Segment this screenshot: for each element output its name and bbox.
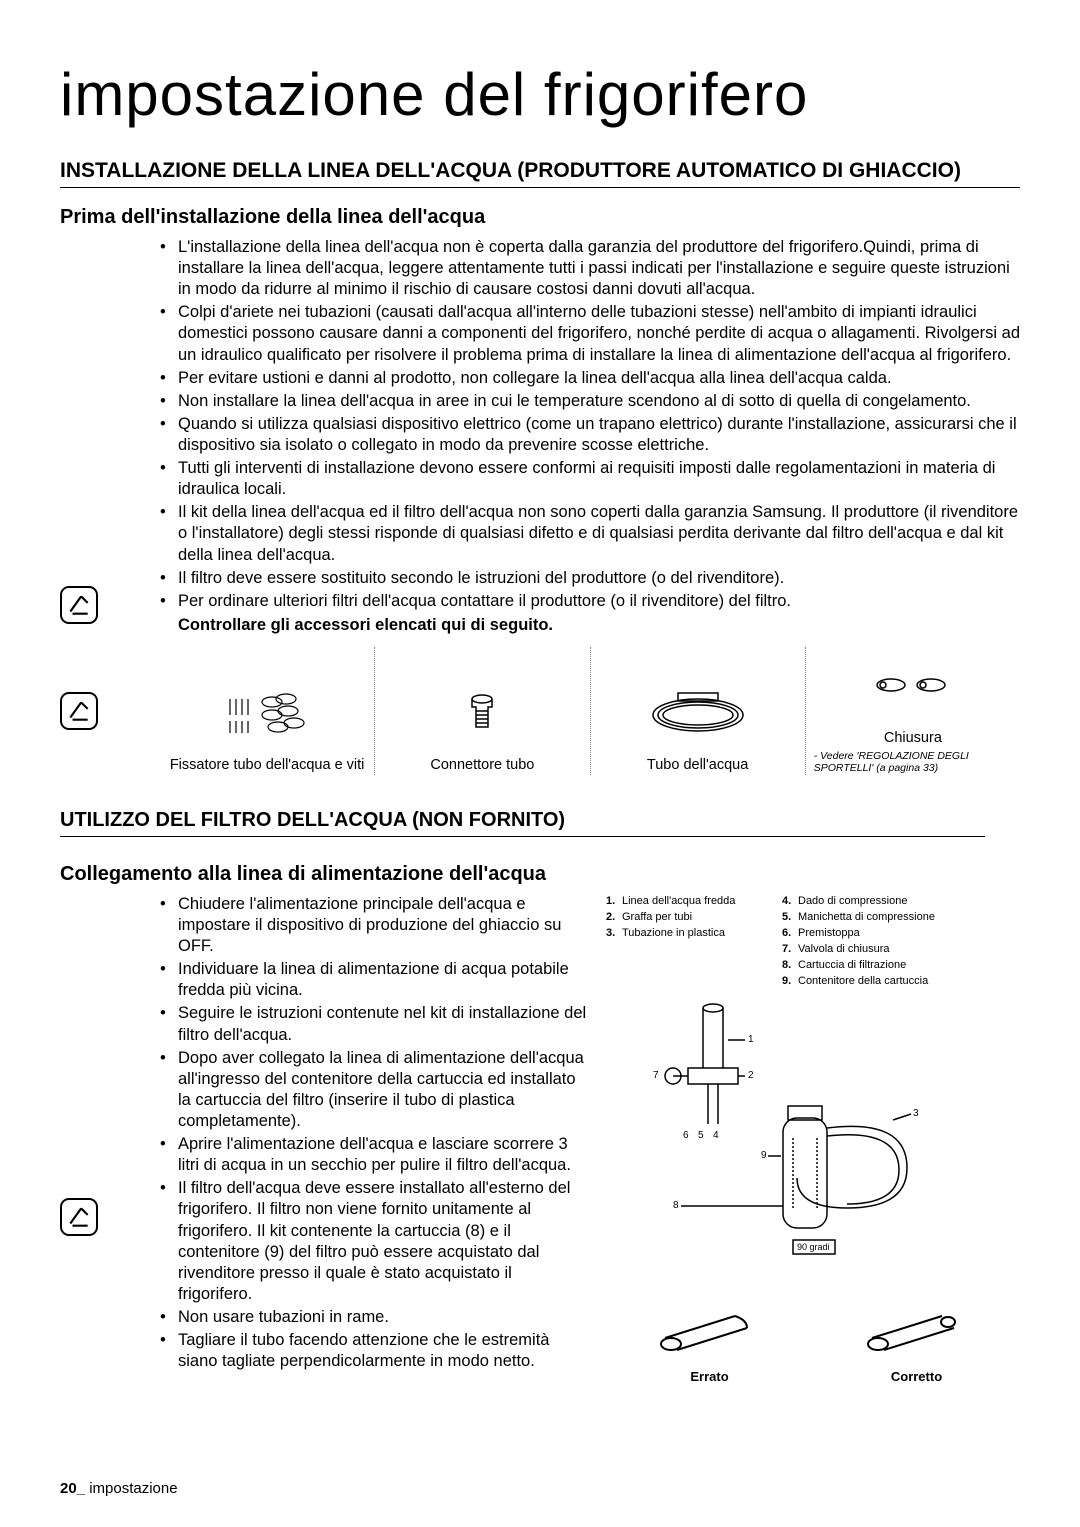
filter-diagram: 1 2 7 3 6 — [606, 998, 1020, 1298]
page-footer: 20_ impostazione — [60, 1480, 178, 1497]
check-accessories: Controllare gli accessori elencati qui d… — [60, 616, 1020, 635]
note-icon — [60, 692, 98, 730]
bullet-item: Non usare tubazioni in rame. — [160, 1307, 590, 1328]
bullet-item: Per evitare ustioni e danni al prodotto,… — [160, 368, 1020, 389]
legend-item: 5.Manichetta di compressione — [782, 910, 972, 926]
bullet-item: Tutti gli interventi di installazione de… — [160, 458, 1020, 500]
svg-text:5: 5 — [698, 1130, 704, 1141]
bullet-item: Seguire le istruzioni contenute nel kit … — [160, 1003, 590, 1045]
page-title: impostazione del frigorifero — [60, 60, 1020, 129]
angle-label: 90 gradi — [797, 1242, 830, 1252]
legend-item: 8.Cartuccia di filtrazione — [782, 958, 972, 974]
section2-sub: Collegamento alla linea di alimentazione… — [60, 863, 1020, 886]
section2-bullets: Chiudere l'alimentazione principale dell… — [60, 894, 590, 1372]
bullet-item: Per ordinare ulteriori filtri dell'acqua… — [160, 591, 1020, 612]
bullet-item: Il filtro dell'acqua deve essere install… — [160, 1178, 590, 1305]
bullet-item: Tagliare il tubo facendo attenzione che … — [160, 1330, 590, 1372]
accessory-note: - Vedere 'REGOLAZIONE DEGLI SPORTELLI' (… — [814, 750, 1012, 775]
svg-text:6: 6 — [683, 1130, 689, 1141]
accessory-label: Chiusura — [884, 729, 942, 748]
section1-heading: INSTALLAZIONE DELLA LINEA DELL'ACQUA (PR… — [60, 159, 1020, 188]
section1-bullets: L'installazione della linea dell'acqua n… — [60, 237, 1020, 612]
accessories-row: Fissatore tubo dell'acqua e viti Connett… — [60, 647, 1020, 775]
bullet-item: Il kit della linea dell'acqua ed il filt… — [160, 502, 1020, 565]
bullet-item: L'installazione della linea dell'acqua n… — [160, 237, 1020, 300]
bullet-item: Aprire l'alimentazione dell'acqua e lasc… — [160, 1134, 590, 1176]
svg-text:4: 4 — [713, 1130, 719, 1141]
svg-text:8: 8 — [673, 1200, 679, 1211]
svg-text:1: 1 — [748, 1034, 754, 1045]
svg-text:3: 3 — [913, 1108, 919, 1119]
accessory-item: Fissatore tubo dell'acqua e viti — [160, 647, 375, 775]
bullet-item: Non installare la linea dell'acqua in ar… — [160, 391, 1020, 412]
legend-item: 3.Tubazione in plastica — [606, 926, 776, 942]
bullet-item: Quando si utilizza qualsiasi dispositivo… — [160, 414, 1020, 456]
tube-connector-icon — [462, 682, 502, 742]
svg-text:9: 9 — [761, 1150, 767, 1161]
legend-item: 6.Premistoppa — [782, 926, 972, 942]
wrong-right-row: Errato Corretto — [606, 1308, 1020, 1384]
section2-heading: UTILIZZO DEL FILTRO DELL'ACQUA (NON FORN… — [60, 809, 985, 837]
bullet-item: Il filtro deve essere sostituito secondo… — [160, 568, 1020, 589]
legend-item: 1.Linea dell'acqua fredda — [606, 894, 776, 910]
note-icon — [60, 1198, 98, 1236]
bullet-item: Chiudere l'alimentazione principale dell… — [160, 894, 590, 957]
closure-icon — [873, 655, 953, 715]
bullet-item: Colpi d'ariete nei tubazioni (causati da… — [160, 302, 1020, 365]
wrong-label: Errato — [655, 1369, 765, 1384]
accessory-label: Fissatore tubo dell'acqua e viti — [170, 756, 365, 775]
right-cut-icon — [862, 1308, 972, 1358]
accessory-item: Chiusura - Vedere 'REGOLAZIONE DEGLI SPO… — [806, 647, 1020, 775]
legend-item: 2.Graffa per tubi — [606, 910, 776, 926]
right-label: Corretto — [862, 1369, 972, 1384]
legend-item: 9.Contenitore della cartuccia — [782, 974, 972, 990]
bullet-item: Individuare la linea di alimentazione di… — [160, 959, 590, 1001]
wrong-cut-icon — [655, 1308, 765, 1358]
svg-text:2: 2 — [748, 1070, 754, 1081]
water-tube-icon — [643, 682, 753, 742]
section1-sub: Prima dell'installazione della linea del… — [60, 206, 1020, 229]
screws-clips-icon — [222, 682, 312, 742]
bullet-item: Dopo aver collegato la linea di alimenta… — [160, 1048, 590, 1132]
accessory-item: Tubo dell'acqua — [591, 647, 806, 775]
accessory-label: Connettore tubo — [430, 756, 534, 775]
note-icon — [60, 586, 98, 624]
legend-item: 7.Valvola di chiusura — [782, 942, 972, 958]
diagram-legend: 1.Linea dell'acqua fredda 4.Dado di comp… — [606, 894, 1020, 990]
accessory-item: Connettore tubo — [375, 647, 590, 775]
legend-item: 4.Dado di compressione — [782, 894, 972, 910]
svg-text:7: 7 — [653, 1070, 659, 1081]
accessory-label: Tubo dell'acqua — [647, 756, 748, 775]
